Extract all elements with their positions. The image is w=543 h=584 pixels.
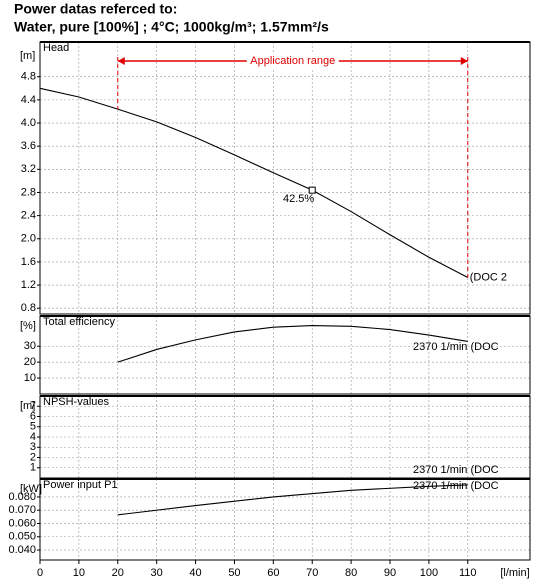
panel-title: Total efficiency [43,316,115,328]
y-tick-label: 30 [24,340,36,352]
x-tick-label: 10 [73,567,85,579]
y-tick-label: 0.070 [8,504,36,516]
y-tick-label: 0.040 [8,544,36,556]
y-tick-label: 1.6 [21,256,36,268]
y-tick-label: 4.4 [21,94,36,106]
y-tick-label: 2.8 [21,186,36,198]
y-tick-label: 4.0 [21,117,36,129]
y-tick-label: 0.080 [8,491,36,503]
x-tick-label: 0 [37,567,43,579]
y-tick-label: 3 [30,441,36,453]
x-tick-label: 70 [306,567,318,579]
range-label: Application range [250,55,335,67]
panel-title: Power input P1 [43,479,118,491]
x-tick-label: 110 [459,567,477,579]
x-tick-label: 50 [228,567,240,579]
y-tick-label: 4 [30,431,36,443]
header-subtitle: Water, pure [100%] ; 4°C; 1000kg/m³; 1.5… [14,19,329,35]
operating-point-label: 42.5% [283,193,314,205]
arrow-head [460,57,468,65]
panel-title: NPSH-values [43,396,110,408]
y-tick-label: 7 [30,400,36,412]
y-tick-label: 20 [24,356,36,368]
series-line [39,87,469,279]
annotation: 2370 1/min (DOC [413,464,499,476]
header-title: Power datas referced to: [14,1,177,17]
x-tick-label: 90 [384,567,396,579]
range-label-bg [246,54,339,68]
y-tick-label: 0.8 [21,302,36,314]
y-tick-label: 0.050 [8,531,36,543]
operating-point [308,186,316,194]
y-tick-label: 2 [30,451,36,463]
y-tick-label: 3.2 [21,163,36,175]
y-unit-label: [m] [20,50,35,62]
annotation: (DOC 2 [470,271,507,283]
y-tick-label: 4.8 [21,71,36,83]
x-tick-label: 80 [345,567,357,579]
y-tick-label: 1.2 [21,279,36,291]
y-unit-label: [m] [20,400,35,412]
y-tick-label: 6 [30,410,36,422]
x-axis-label: [l/min] [500,567,529,579]
x-tick-label: 20 [112,567,124,579]
x-tick-label: 100 [420,567,438,579]
series-line [117,484,468,516]
y-tick-label: 3.6 [21,140,36,152]
annotation: 2370 1/min (DOC [413,480,499,492]
y-tick-label: 0.060 [8,517,36,529]
arrow-head [117,57,125,65]
y-tick-label: 5 [30,421,36,433]
x-tick-label: 60 [267,567,279,579]
y-tick-label: 2.4 [21,210,36,222]
panel-title: Head [43,42,69,54]
y-tick-label: 10 [24,372,36,384]
x-tick-label: 30 [151,567,163,579]
x-tick-label: 40 [189,567,201,579]
annotation: 2370 1/min (DOC [413,341,499,353]
y-tick-label: 2.0 [21,233,36,245]
y-unit-label: [kW] [20,483,42,495]
y-tick-label: 1 [30,462,36,474]
series-line [117,325,468,363]
y-unit-label: [%] [20,320,36,332]
